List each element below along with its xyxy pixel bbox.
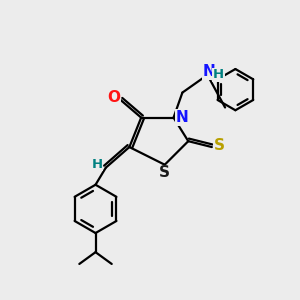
Text: H: H	[92, 158, 103, 171]
Text: H: H	[213, 68, 224, 81]
Text: N: N	[202, 64, 215, 80]
Text: S: S	[214, 138, 225, 153]
Text: O: O	[108, 90, 121, 105]
Text: N: N	[176, 110, 188, 125]
Text: S: S	[159, 166, 170, 181]
